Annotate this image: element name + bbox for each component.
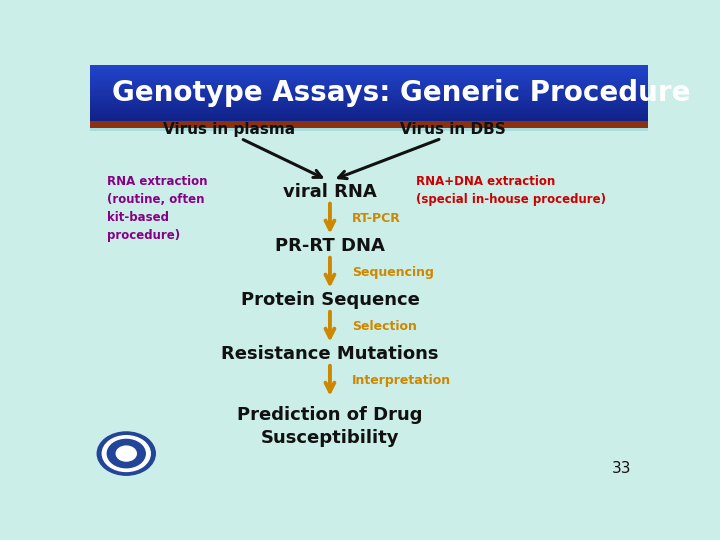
Bar bbox=[90, 86, 648, 87]
Circle shape bbox=[97, 432, 156, 475]
Bar bbox=[90, 104, 648, 105]
Circle shape bbox=[107, 440, 145, 468]
Bar bbox=[90, 70, 648, 72]
Bar bbox=[90, 68, 648, 69]
Bar bbox=[90, 77, 648, 79]
Bar bbox=[90, 103, 648, 104]
Bar bbox=[90, 112, 648, 114]
Bar bbox=[90, 82, 648, 83]
Bar bbox=[90, 118, 648, 119]
Text: RNA extraction
(routine, often
kit-based
procedure): RNA extraction (routine, often kit-based… bbox=[107, 175, 207, 242]
Text: Virus in DBS: Virus in DBS bbox=[400, 122, 505, 137]
Bar bbox=[90, 110, 648, 111]
Text: Genotype Assays: Generic Procedure: Genotype Assays: Generic Procedure bbox=[112, 79, 690, 107]
Bar bbox=[90, 80, 648, 82]
Bar bbox=[90, 94, 648, 96]
Bar bbox=[90, 102, 648, 103]
Text: Selection: Selection bbox=[352, 320, 417, 333]
Bar bbox=[90, 111, 648, 112]
Text: PR-RT DNA: PR-RT DNA bbox=[275, 237, 385, 255]
Bar bbox=[90, 97, 648, 98]
Bar bbox=[90, 83, 648, 84]
Bar bbox=[90, 89, 648, 90]
Bar bbox=[90, 84, 648, 86]
Bar bbox=[90, 107, 648, 109]
Bar bbox=[90, 116, 648, 117]
Bar bbox=[90, 119, 648, 121]
Bar bbox=[90, 96, 648, 97]
Bar bbox=[90, 75, 648, 76]
Bar bbox=[90, 79, 648, 80]
Bar bbox=[90, 93, 648, 94]
Text: Resistance Mutations: Resistance Mutations bbox=[221, 345, 438, 363]
Bar bbox=[90, 100, 648, 102]
Bar bbox=[90, 73, 648, 75]
Text: Virus in plasma: Virus in plasma bbox=[163, 122, 296, 137]
Bar bbox=[90, 129, 648, 131]
Bar bbox=[90, 90, 648, 91]
Bar bbox=[90, 66, 648, 68]
Bar bbox=[90, 117, 648, 118]
Bar bbox=[90, 121, 648, 129]
Text: Prediction of Drug
Susceptibility: Prediction of Drug Susceptibility bbox=[237, 406, 423, 447]
Text: Protein Sequence: Protein Sequence bbox=[240, 291, 419, 309]
Bar bbox=[90, 109, 648, 110]
Bar bbox=[90, 69, 648, 70]
Text: Sequencing: Sequencing bbox=[352, 266, 434, 279]
Text: RT-PCR: RT-PCR bbox=[352, 212, 401, 225]
Text: 33: 33 bbox=[612, 462, 631, 476]
Text: Interpretation: Interpretation bbox=[352, 374, 451, 387]
Bar bbox=[90, 98, 648, 100]
Bar bbox=[90, 72, 648, 73]
Circle shape bbox=[102, 436, 150, 471]
Text: viral RNA: viral RNA bbox=[283, 183, 377, 201]
Bar bbox=[90, 76, 648, 77]
Bar bbox=[90, 87, 648, 89]
Bar bbox=[90, 65, 648, 66]
Text: RNA+DNA extraction
(special in-house procedure): RNA+DNA extraction (special in-house pro… bbox=[416, 175, 606, 206]
Bar bbox=[90, 114, 648, 116]
Bar bbox=[90, 91, 648, 93]
Circle shape bbox=[116, 446, 136, 461]
Bar bbox=[90, 105, 648, 107]
